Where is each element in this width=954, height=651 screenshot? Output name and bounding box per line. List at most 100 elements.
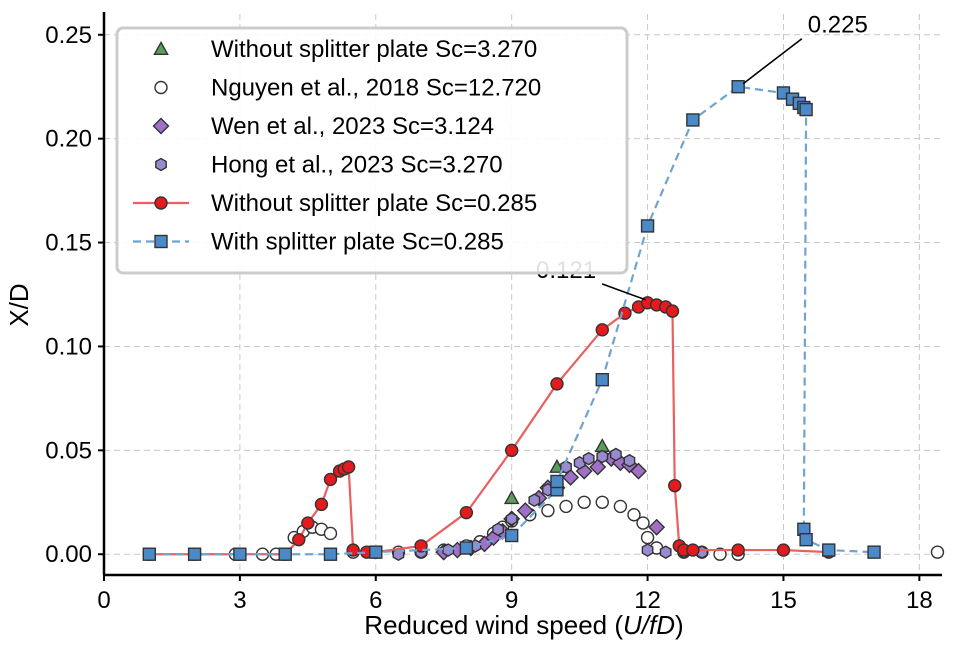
data-point [504, 443, 519, 458]
series-5 [142, 296, 836, 561]
data-point [594, 438, 611, 453]
legend-marker [152, 117, 170, 135]
data-point [822, 543, 836, 557]
data-point [686, 543, 700, 557]
data-point [550, 377, 564, 391]
data-point [659, 545, 672, 559]
data-point [142, 547, 156, 561]
legend-marker [154, 80, 168, 95]
x-tick-label: 15 [770, 587, 797, 614]
y-tick-label: 0.10 [45, 333, 92, 360]
legend-label: With splitter plate Sc=0.285 [211, 229, 504, 256]
y-axis-title: X/D [4, 283, 34, 326]
data-point [713, 547, 727, 561]
x-tick-label: 12 [634, 587, 661, 614]
x-tick-label: 6 [369, 587, 382, 614]
data-point [323, 472, 338, 487]
legend-marker [154, 196, 168, 210]
x-tick-label: 0 [97, 587, 110, 614]
data-point [292, 532, 306, 547]
data-point [301, 516, 315, 530]
legend-item: Nguyen et al., 2018 Sc=12.720 [154, 75, 541, 102]
legend-label: Without splitter plate Sc=0.285 [211, 190, 537, 217]
data-point [627, 508, 641, 522]
y-tick-label: 0.25 [45, 22, 92, 49]
legend-label: Hong et al., 2023 Sc=3.270 [211, 152, 503, 179]
data-point [686, 113, 700, 127]
data-point [560, 460, 572, 474]
data-point [596, 449, 609, 464]
y-tick-label: 0.20 [45, 126, 92, 153]
data-point [504, 528, 519, 543]
series-line [149, 301, 829, 556]
data-point [187, 547, 202, 561]
x-tick-label: 9 [505, 587, 518, 614]
data-point [630, 462, 647, 480]
data-point [233, 547, 247, 561]
data-point [278, 547, 292, 561]
data-point [623, 453, 636, 468]
legend-item: Wen et al., 2023 Sc=3.124 [152, 113, 494, 140]
data-point [459, 505, 474, 520]
data-point [516, 502, 534, 520]
data-point [595, 495, 609, 509]
data-point [314, 497, 329, 512]
data-point [799, 532, 813, 547]
y-tick-label: 0.05 [45, 437, 92, 464]
data-point [595, 372, 609, 387]
data-point [665, 304, 680, 318]
data-point [595, 323, 609, 337]
x-tick-label: 18 [906, 587, 933, 614]
data-point [577, 495, 591, 509]
series-6 [142, 80, 881, 561]
y-tick-label: 0.00 [45, 541, 92, 568]
annotation-label: 0.225 [808, 12, 868, 39]
data-point [636, 516, 650, 530]
legend-item: With splitter plate Sc=0.285 [133, 229, 504, 256]
x-tick-label: 3 [233, 587, 246, 614]
data-point [613, 499, 628, 514]
x-axis-title-end: ) [675, 610, 684, 640]
legend-marker [155, 157, 167, 172]
data-point [323, 526, 338, 541]
data-point [503, 490, 520, 505]
data-point [562, 468, 580, 486]
legend: Without splitter plate Sc=3.270 Nguyen et… [115, 26, 629, 275]
data-point [776, 543, 791, 557]
legend-item: Hong et al., 2023 Sc=3.270 [155, 152, 503, 179]
data-point [559, 499, 573, 514]
legend-item: Without splitter plate Sc=0.285 [133, 190, 537, 217]
y-tick-label: 0.15 [45, 230, 92, 257]
x-axis-title-main: Reduced wind speed ( [364, 610, 623, 640]
annotation-arrow [601, 283, 646, 301]
legend-label: Wen et al., 2023 Sc=3.124 [211, 113, 494, 140]
data-point [609, 447, 622, 462]
data-point [589, 458, 607, 476]
data-point [640, 530, 655, 545]
data-point [930, 545, 945, 559]
annotation-arrow [742, 38, 803, 85]
legend-label: Without splitter plate Sc=3.270 [211, 36, 537, 63]
data-point [442, 543, 455, 557]
data-point [369, 545, 383, 559]
data-point [492, 522, 504, 537]
data-point [731, 80, 745, 94]
data-point [582, 451, 595, 466]
x-axis-title: Reduced wind speed (U/fD) [364, 610, 683, 640]
legend-box [115, 26, 629, 275]
data-point [668, 478, 682, 493]
axes: 0 3 6 9 12 15 18 0.00 0.05 0.10 0.15 0.20 0.25 [45, 12, 942, 614]
data-point [648, 518, 666, 536]
data-point [799, 102, 813, 117]
x-axis-title-italic: U/fD [623, 610, 675, 640]
data-point [550, 474, 564, 489]
legend-label: Nguyen et al., 2018 Sc=12.720 [211, 75, 541, 102]
legend-marker [153, 40, 169, 55]
legend-item: Without splitter plate Sc=3.270 [153, 36, 537, 63]
data-point [541, 503, 555, 518]
data-point [640, 219, 655, 233]
data-point [341, 460, 356, 474]
legend-marker [154, 234, 168, 249]
data-point [505, 512, 518, 526]
